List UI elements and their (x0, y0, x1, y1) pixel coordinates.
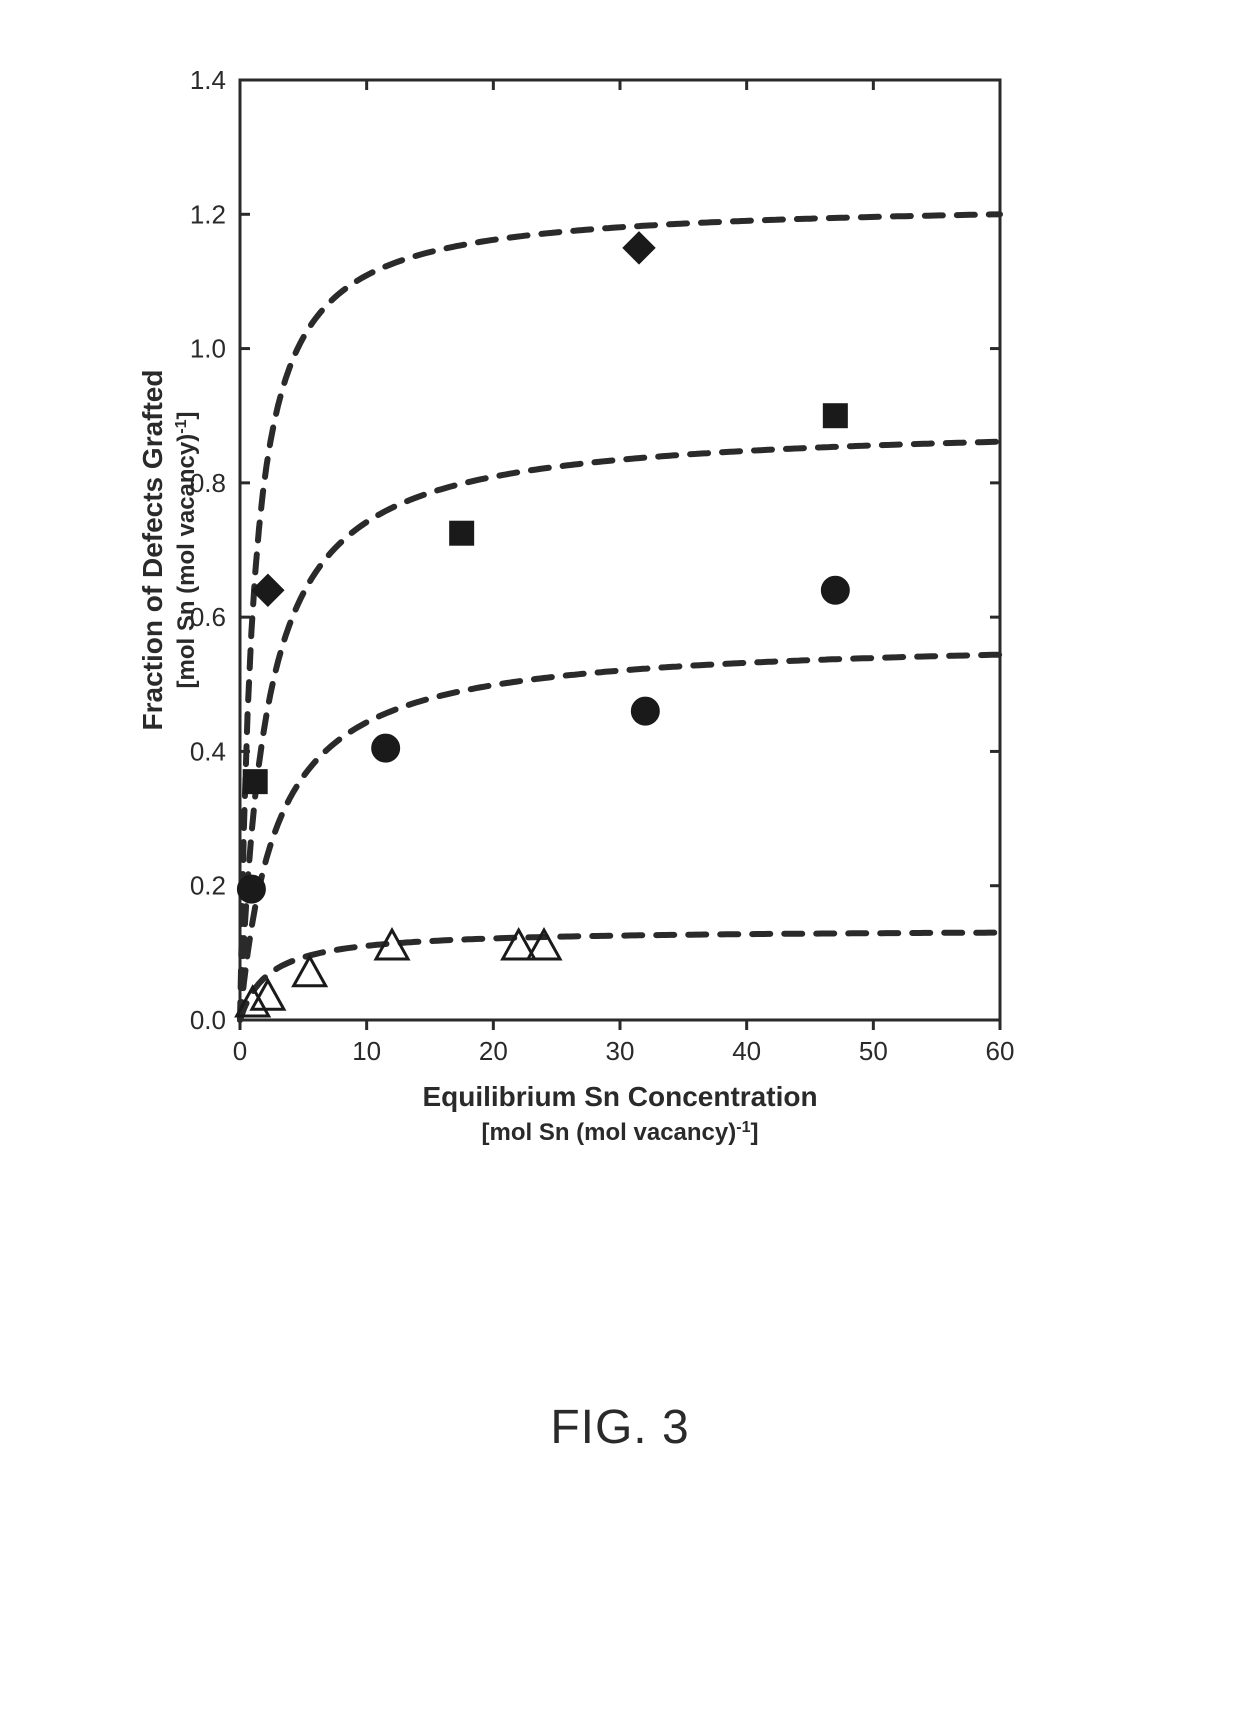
figure: 01020304050600.00.20.40.60.81.01.21.4Equ… (120, 60, 1120, 1220)
triangle-series-point (294, 957, 326, 986)
page: { "figure": { "caption": "FIG. 3", "char… (0, 0, 1240, 1734)
x-tick-label: 20 (479, 1036, 508, 1066)
y-tick-label: 1.2 (190, 199, 226, 229)
square-series-point (243, 770, 267, 794)
x-tick-label: 50 (859, 1036, 888, 1066)
diamond-series-point (623, 232, 655, 264)
figure-caption: FIG. 3 (0, 1400, 1240, 1455)
y-axis-title: Fraction of Defects Grafted (137, 370, 168, 731)
curve-diamond (240, 214, 1000, 1020)
square-series-point (450, 521, 474, 545)
x-tick-label: 40 (732, 1036, 761, 1066)
x-tick-label: 10 (352, 1036, 381, 1066)
x-axis-title: Equilibrium Sn Concentration (422, 1081, 817, 1112)
circle-series-point (237, 875, 265, 903)
square-series-point (823, 404, 847, 428)
circle-series-point (821, 576, 849, 604)
x-tick-label: 30 (606, 1036, 635, 1066)
y-axis-subtitle: [mol Sn (mol vacancy)-1] (173, 412, 201, 689)
plot-frame (240, 80, 1000, 1020)
x-tick-label: 0 (233, 1036, 247, 1066)
curve-triangle (240, 933, 1000, 1020)
x-axis-subtitle: [mol Sn (mol vacancy)-1] (482, 1119, 759, 1147)
scatter-chart: 01020304050600.00.20.40.60.81.01.21.4Equ… (120, 60, 1120, 1220)
x-tick-label: 60 (986, 1036, 1015, 1066)
diamond-series-point (252, 574, 284, 606)
y-tick-label: 0.2 (190, 871, 226, 901)
y-tick-label: 1.0 (190, 334, 226, 364)
curve-circle (240, 655, 1000, 1020)
y-tick-label: 0.0 (190, 1005, 226, 1035)
circle-series-point (372, 734, 400, 762)
circle-series-point (631, 697, 659, 725)
y-tick-label: 0.4 (190, 736, 226, 766)
y-tick-label: 1.4 (190, 65, 226, 95)
